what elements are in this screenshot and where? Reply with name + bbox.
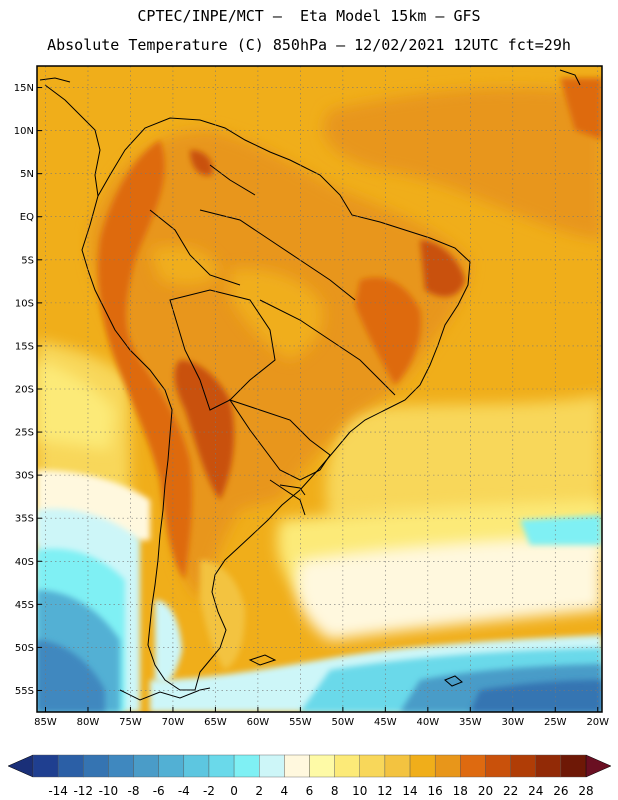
colorbar-labels: -14 -12 -10 -8 -6 -4 -2 0 2 4 6 8 10 12 14 16 18 20 22 24 26… bbox=[48, 784, 593, 798]
colorbar-label: -12 bbox=[73, 784, 93, 798]
colorbar-label: -10 bbox=[99, 784, 119, 798]
colorbar-swatch bbox=[460, 754, 486, 778]
latitude-label: 20S bbox=[15, 385, 34, 396]
colorbar-label: 12 bbox=[377, 784, 392, 798]
colorbar-label: 0 bbox=[230, 784, 238, 798]
colorbar-swatch bbox=[133, 754, 159, 778]
colorbar-label: 22 bbox=[503, 784, 518, 798]
latitude-label: 5S bbox=[21, 255, 34, 266]
graticule bbox=[37, 66, 602, 712]
latitude-label: 15N bbox=[14, 83, 34, 94]
colorbar-label: 26 bbox=[553, 784, 568, 798]
longitude-label: 60W bbox=[247, 717, 270, 728]
latitude-label: 35S bbox=[15, 514, 34, 525]
latitude-label: 25S bbox=[15, 428, 34, 439]
colorbar-swatch bbox=[560, 754, 587, 778]
colorbar-swatch bbox=[108, 754, 134, 778]
colorbar-swatch bbox=[233, 754, 260, 778]
longitude-label: 50W bbox=[332, 717, 355, 728]
colorbar-swatch bbox=[409, 754, 436, 778]
colorbar-swatch bbox=[309, 754, 335, 778]
latitude-label: 30S bbox=[15, 471, 34, 482]
longitude-label: 65W bbox=[204, 717, 227, 728]
coastline bbox=[39, 69, 581, 701]
colorbar-swatch bbox=[57, 754, 84, 778]
colorbar-label: 28 bbox=[578, 784, 593, 798]
latitude-label: 5N bbox=[20, 169, 34, 180]
longitude-label: 20W bbox=[586, 717, 609, 728]
colorbar-label: -14 bbox=[48, 784, 68, 798]
colorbar-swatch bbox=[284, 754, 310, 778]
latitude-label: 10N bbox=[14, 126, 34, 137]
longitude-label: 25W bbox=[544, 717, 567, 728]
colorbar-swatch bbox=[259, 754, 285, 778]
longitude-label: 70W bbox=[162, 717, 185, 728]
temperature-field bbox=[37, 66, 602, 712]
colorbar-swatch bbox=[434, 754, 461, 778]
latitude-labels: 15N 10N 5N EQ 5S 10S 15S 20S 25S 30S 35S 40S 45S 50S 5… bbox=[14, 83, 34, 697]
longitude-label: 55W bbox=[289, 717, 312, 728]
longitude-label: 80W bbox=[77, 717, 100, 728]
colorbar-label: 14 bbox=[402, 784, 417, 798]
colorbar-swatch bbox=[359, 754, 386, 778]
longitude-label: 40W bbox=[417, 717, 440, 728]
latitude-label: EQ bbox=[20, 212, 34, 223]
colorbar-swatch bbox=[183, 754, 210, 778]
colorbar-label: 8 bbox=[331, 784, 339, 798]
colorbar-high-arrow bbox=[585, 754, 612, 778]
colorbar-swatch bbox=[83, 754, 109, 778]
colorbar-label: 2 bbox=[255, 784, 263, 798]
colorbar-label: 20 bbox=[478, 784, 493, 798]
map-frame bbox=[36, 65, 603, 713]
colorbar-label: -4 bbox=[178, 784, 190, 798]
colorbar-swatch bbox=[158, 754, 185, 778]
colorbar-label: 4 bbox=[281, 784, 289, 798]
colorbar-label: 24 bbox=[528, 784, 543, 798]
colorbar-label: -2 bbox=[203, 784, 215, 798]
longitude-label: 35W bbox=[459, 717, 482, 728]
colorbar-label: 6 bbox=[306, 784, 314, 798]
colorbar-swatch bbox=[535, 754, 562, 778]
latitude-label: 10S bbox=[15, 298, 34, 309]
latitude-label: 45S bbox=[15, 600, 34, 611]
colorbar-label: 16 bbox=[428, 784, 443, 798]
longitude-label: 75W bbox=[119, 717, 142, 728]
colorbar-label: 10 bbox=[352, 784, 367, 798]
colorbar-swatch bbox=[384, 754, 411, 778]
colorbar-swatch bbox=[510, 754, 536, 778]
colorbar-swatch bbox=[32, 754, 59, 778]
colorbar-swatch bbox=[208, 754, 235, 778]
colorbar-label: -8 bbox=[128, 784, 140, 798]
longitude-label: 85W bbox=[34, 717, 57, 728]
colorbar-label: 18 bbox=[453, 784, 468, 798]
map-title: CPTEC/INPE/MCT – Eta Model 15km – GFS bbox=[137, 7, 481, 25]
colorbar-swatch bbox=[334, 754, 360, 778]
colorbar-swatch bbox=[485, 754, 511, 778]
longitude-label: 45W bbox=[374, 717, 397, 728]
latitude-label: 55S bbox=[15, 686, 34, 697]
latitude-label: 40S bbox=[15, 557, 34, 568]
colorbar-label: -6 bbox=[153, 784, 165, 798]
colorbar bbox=[7, 754, 612, 778]
latitude-label: 50S bbox=[15, 643, 34, 654]
longitude-label: 30W bbox=[501, 717, 524, 728]
map-subtitle: Absolute Temperature (C) 850hPa – 12/02/… bbox=[47, 36, 571, 54]
longitude-labels: 85W 80W 75W 70W 65W 60W 55W 50W 45W 40W 35W 30W 25W 2… bbox=[34, 717, 609, 728]
latitude-label: 15S bbox=[15, 341, 34, 352]
colorbar-low-arrow bbox=[7, 754, 34, 778]
